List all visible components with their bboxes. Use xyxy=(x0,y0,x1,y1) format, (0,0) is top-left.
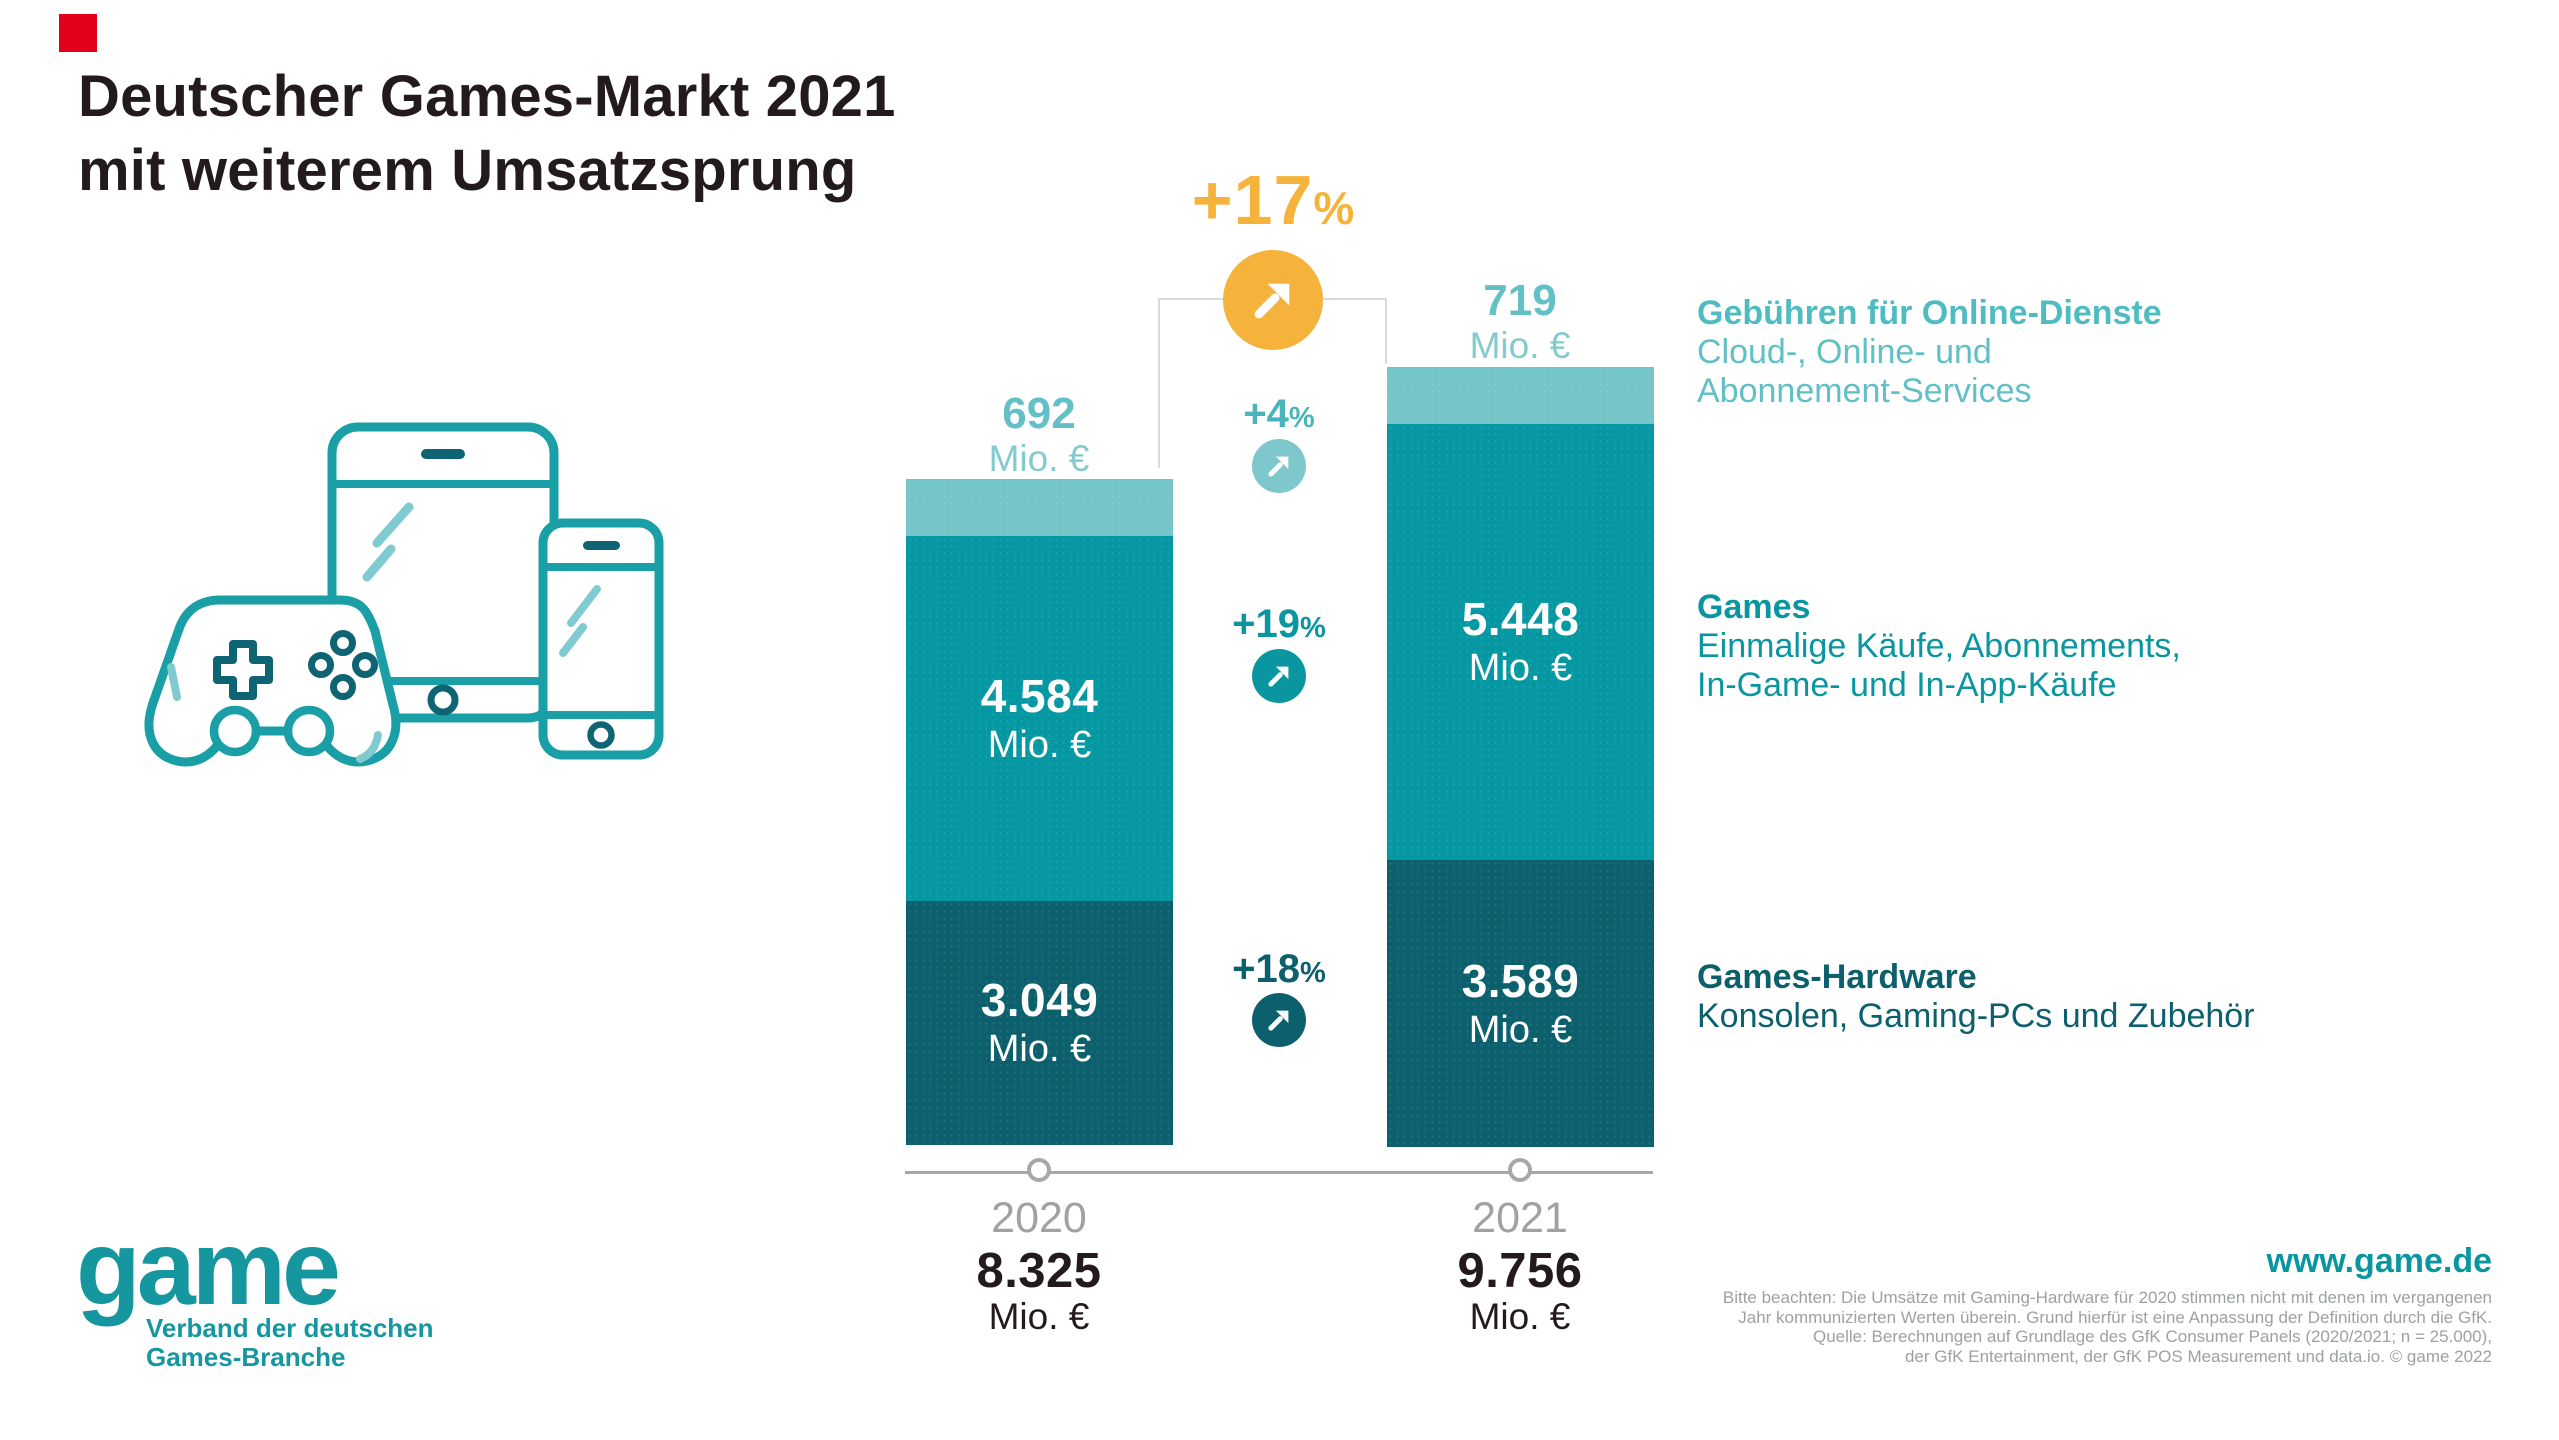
segment-hardware-2021: 3.589 Mio. € xyxy=(1387,860,1654,1147)
percent-sign: % xyxy=(1313,182,1355,234)
smartphone-icon xyxy=(538,518,664,760)
analog-stick-icon xyxy=(209,705,261,757)
total-growth-value: +17 xyxy=(1191,161,1314,239)
analog-stick-icon xyxy=(283,705,335,757)
axis-marker-2021 xyxy=(1508,1158,1532,1182)
total-unit-2021: Mio. € xyxy=(1469,1296,1571,1337)
segment-online-2020 xyxy=(906,479,1173,536)
axis-label-2021: 2021 xyxy=(1472,1194,1568,1242)
gamepad-button-icon xyxy=(352,652,378,678)
tablet-home-button-icon xyxy=(427,684,459,716)
legend-online-services: Gebühren für Online-Dienste Cloud-, Onli… xyxy=(1697,294,2162,410)
gamepad-button-icon xyxy=(330,630,356,656)
segment-hardware-2020: 3.049 Mio. € xyxy=(906,901,1173,1145)
title-line-1: Deutscher Games-Markt 2021 xyxy=(78,64,896,129)
segment-online-2021 xyxy=(1387,367,1654,424)
devices-illustration xyxy=(144,422,664,767)
gamepad-glare-icon xyxy=(356,731,382,763)
game-logo-subtitle: Verband der deutschen Games-Branche xyxy=(146,1313,434,1372)
total-growth-arrow-icon xyxy=(1223,250,1323,350)
bar-2021-online-label: 719 Mio. € xyxy=(1469,276,1571,367)
screen-glare-icon xyxy=(567,585,601,627)
hardware-growth-arrow-icon xyxy=(1252,993,1306,1047)
segment-games-2020: 4.584 Mio. € xyxy=(906,536,1173,901)
gamepad-button-icon xyxy=(308,652,334,678)
total-2021: 9.756 xyxy=(1457,1244,1583,1298)
online-growth-arrow-icon xyxy=(1252,439,1306,493)
total-growth-label: +17% xyxy=(1143,160,1403,240)
game-logo: game xyxy=(76,1209,341,1327)
source-footnote: Bitte beachten: Die Umsätze mit Gaming-H… xyxy=(1722,1288,2492,1366)
online-growth-label: +4% xyxy=(1243,392,1315,436)
axis-marker-2020 xyxy=(1027,1158,1051,1182)
title-line-2: mit weiterem Umsatzsprung xyxy=(78,138,857,203)
phone-speaker-icon xyxy=(583,541,620,550)
gamepad-button-icon xyxy=(330,674,356,700)
total-2020: 8.325 xyxy=(976,1244,1102,1298)
screen-glare-icon xyxy=(559,623,587,657)
connector-line-right xyxy=(1385,298,1387,364)
bar-2020-online-label: 692 Mio. € xyxy=(988,389,1090,480)
dpad-icon xyxy=(213,640,273,700)
x-axis xyxy=(905,1171,1653,1174)
total-unit-2020: Mio. € xyxy=(988,1296,1090,1337)
page-title: Deutscher Games-Markt 2021 mit weiterem … xyxy=(78,60,896,208)
website-link[interactable]: www.game.de xyxy=(2266,1242,2492,1280)
segment-games-2021: 5.448 Mio. € xyxy=(1387,424,1654,860)
hardware-growth-label: +18% xyxy=(1232,947,1326,991)
connector-line-left xyxy=(1158,298,1160,468)
bar-2020: 4.584 Mio. € 3.049 Mio. € xyxy=(906,479,1173,1145)
tablet-speaker-icon xyxy=(421,449,465,459)
legend-games-hardware: Games-Hardware Konsolen, Gaming-PCs und … xyxy=(1697,958,2255,1035)
games-growth-label: +19% xyxy=(1232,602,1326,646)
games-growth-arrow-icon xyxy=(1252,649,1306,703)
brand-accent-square xyxy=(59,14,97,52)
axis-label-2020: 2020 xyxy=(991,1194,1087,1242)
legend-games: Games Einmalige Käufe, Abonnements, In-G… xyxy=(1697,588,2181,704)
screen-glare-icon xyxy=(372,502,414,548)
gamepad-glare-icon xyxy=(167,663,181,701)
phone-home-button-icon xyxy=(587,721,615,749)
bar-2021: 5.448 Mio. € 3.589 Mio. € xyxy=(1387,367,1654,1147)
gamepad-icon xyxy=(144,595,401,767)
screen-glare-icon xyxy=(362,544,396,582)
